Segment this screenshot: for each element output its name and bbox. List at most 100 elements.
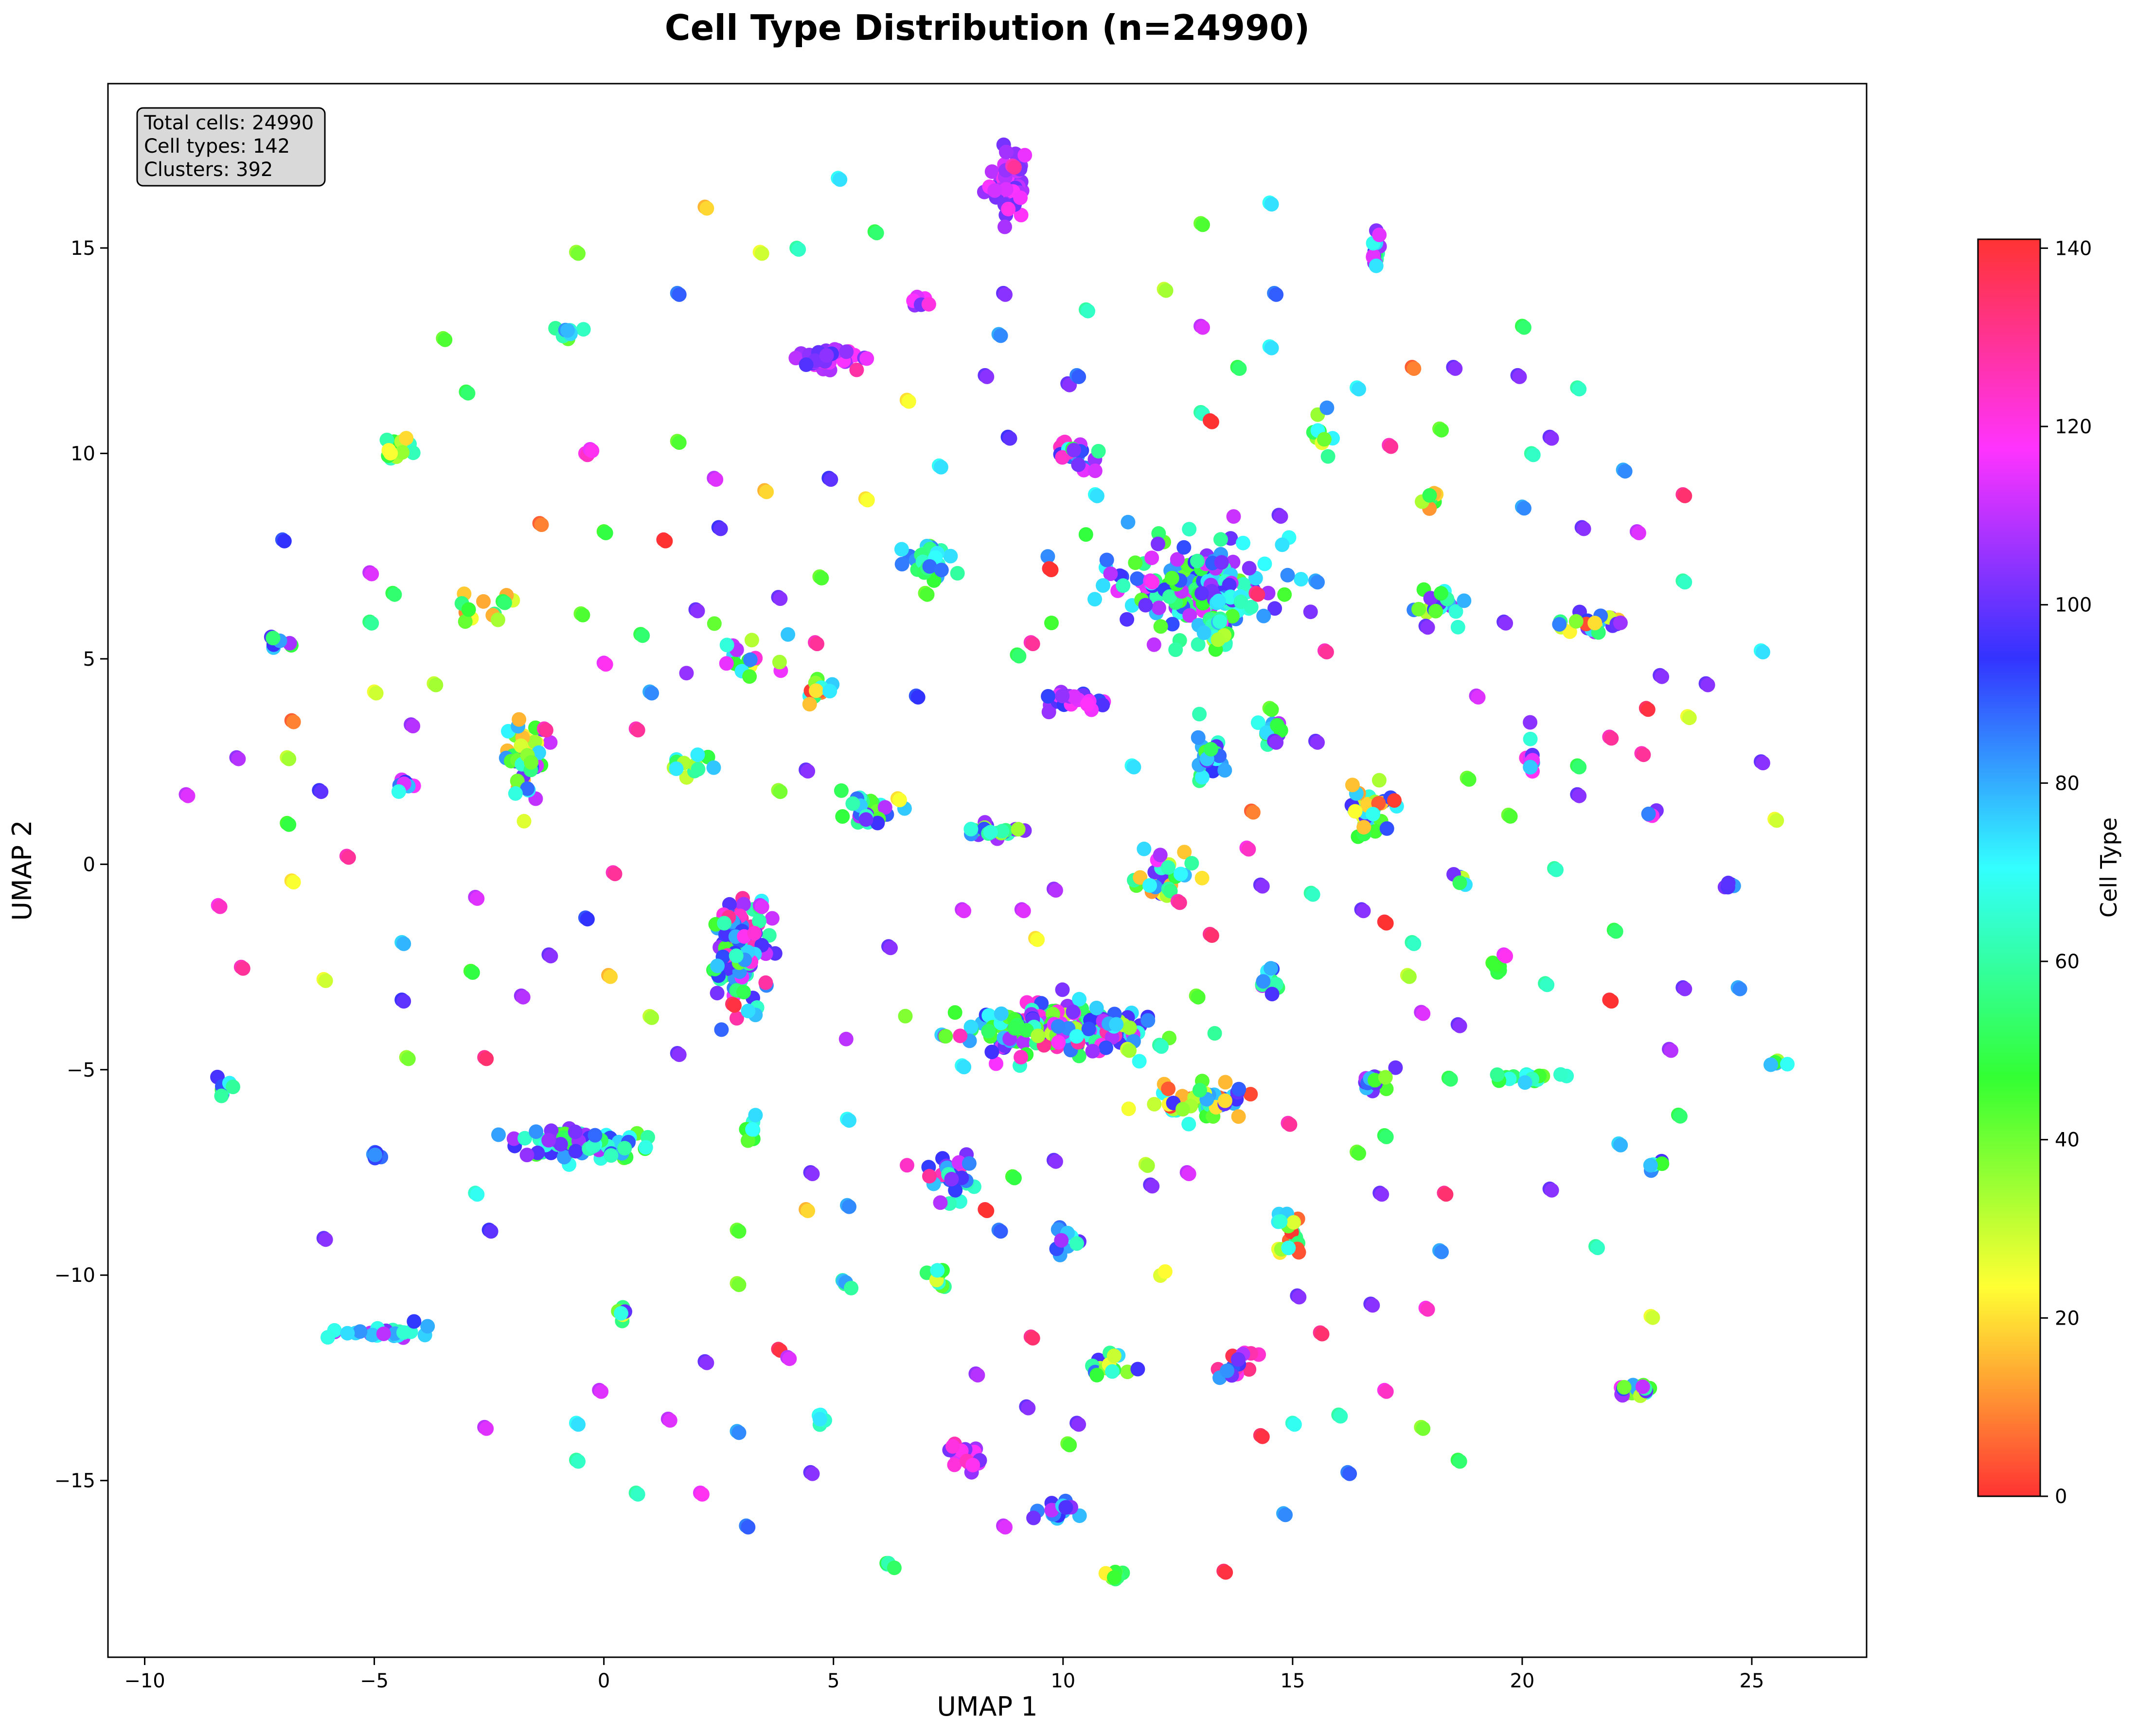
y-axis-label: UMAP 2: [7, 820, 37, 921]
cluster-group: [1366, 223, 1387, 273]
cluster-group: [1306, 400, 1340, 464]
cell-point: [598, 657, 613, 672]
cell-point: [1062, 1437, 1077, 1453]
cell-point: [930, 1263, 945, 1278]
cell-point: [1078, 527, 1093, 542]
cell-point: [1371, 773, 1387, 788]
cell-point: [1040, 549, 1055, 564]
cell-point: [510, 774, 525, 788]
cell-point: [844, 1280, 859, 1295]
cell-point: [1452, 1454, 1467, 1469]
colorbar-label: Cell Type: [2096, 817, 2122, 918]
cell-point: [1122, 1043, 1137, 1058]
cell-point: [406, 445, 421, 461]
cell-point: [1026, 1510, 1041, 1525]
cell-point: [470, 1187, 485, 1202]
cell-point: [406, 719, 421, 734]
cell-point: [1305, 887, 1320, 902]
cell-point: [1428, 603, 1443, 619]
cell-point: [1181, 1116, 1196, 1132]
cell-point: [672, 435, 687, 450]
colorbar-tick-label: 20: [2055, 1307, 2080, 1329]
x-axis-label: UMAP 1: [937, 1691, 1037, 1722]
x-axis: −10 −5 0 5 10 15 20 25: [124, 1657, 1764, 1692]
cell-point: [970, 1368, 985, 1382]
y-tick-label: −5: [67, 1059, 95, 1081]
cell-point: [741, 1520, 756, 1535]
cell-point: [1055, 982, 1070, 997]
cell-point: [603, 969, 618, 984]
cell-point: [1011, 822, 1026, 837]
colorbar-tick-label: 100: [2055, 594, 2092, 617]
info-clusters: Clusters: 392: [144, 159, 273, 181]
cell-point: [963, 822, 979, 836]
cell-point: [1319, 645, 1334, 659]
cell-point: [934, 563, 949, 578]
cell-point: [690, 747, 705, 762]
cell-point: [341, 850, 356, 865]
cell-point: [318, 1232, 333, 1247]
cell-point: [745, 1122, 760, 1137]
cell-point: [1241, 842, 1256, 857]
info-cell-types: Cell types: 142: [144, 135, 290, 158]
cell-point: [672, 287, 687, 302]
x-tick-label: 0: [598, 1670, 610, 1692]
cell-point: [1016, 903, 1031, 919]
cell-point: [957, 903, 972, 919]
cell-point: [1242, 561, 1257, 576]
cell-point: [805, 1466, 820, 1481]
cell-point: [781, 627, 796, 642]
cell-point: [1549, 862, 1564, 877]
cell-point: [1275, 537, 1290, 552]
cell-point: [1231, 1109, 1246, 1124]
cell-point: [1126, 760, 1141, 775]
cell-point: [898, 1009, 913, 1024]
cell-point: [1379, 1081, 1394, 1097]
cell-point: [901, 394, 916, 409]
cell-point: [1655, 669, 1670, 684]
cell-point: [920, 587, 935, 602]
cell-point: [1204, 414, 1219, 429]
plot-frame: [107, 83, 1868, 1658]
cluster-group: [366, 1145, 389, 1166]
cell-point: [1618, 464, 1633, 479]
cell-point: [998, 182, 1014, 197]
cell-point: [1160, 860, 1175, 875]
cell-point: [1025, 637, 1040, 652]
cluster-group: [1519, 715, 1540, 779]
cluster-group: [611, 1300, 632, 1329]
cell-point: [213, 899, 228, 914]
cell-point: [1212, 614, 1228, 629]
cell-point: [691, 762, 706, 777]
cell-point: [910, 690, 926, 705]
cell-point: [944, 1171, 959, 1187]
cell-point: [1552, 617, 1567, 632]
cell-point: [883, 940, 898, 956]
cell-point: [1089, 1367, 1104, 1382]
cell-point: [1191, 637, 1206, 652]
cell-point: [1191, 730, 1206, 745]
cell-point: [1641, 806, 1656, 821]
cell-point: [538, 723, 553, 738]
cell-point: [1278, 1507, 1293, 1523]
cell-point: [1544, 431, 1559, 446]
cell-point: [695, 1487, 710, 1502]
cell-point: [1072, 992, 1087, 1007]
cell-point: [560, 323, 575, 338]
cluster-group: [1250, 715, 1288, 752]
cell-point: [483, 1224, 499, 1239]
cluster-group: [1085, 1346, 1145, 1382]
cluster-group: [454, 586, 520, 629]
cell-point: [729, 948, 744, 963]
cell-point: [531, 745, 546, 760]
cell-point: [1264, 987, 1280, 1002]
cell-point: [1213, 532, 1228, 547]
cell-point: [571, 246, 586, 261]
cell-point: [953, 1028, 968, 1044]
cell-point: [1048, 1154, 1063, 1169]
cell-point: [543, 949, 558, 964]
colorbar-tick-label: 40: [2055, 1129, 2080, 1151]
cell-point: [1269, 735, 1284, 750]
cell-point: [926, 573, 942, 588]
cell-point: [1218, 1075, 1233, 1090]
